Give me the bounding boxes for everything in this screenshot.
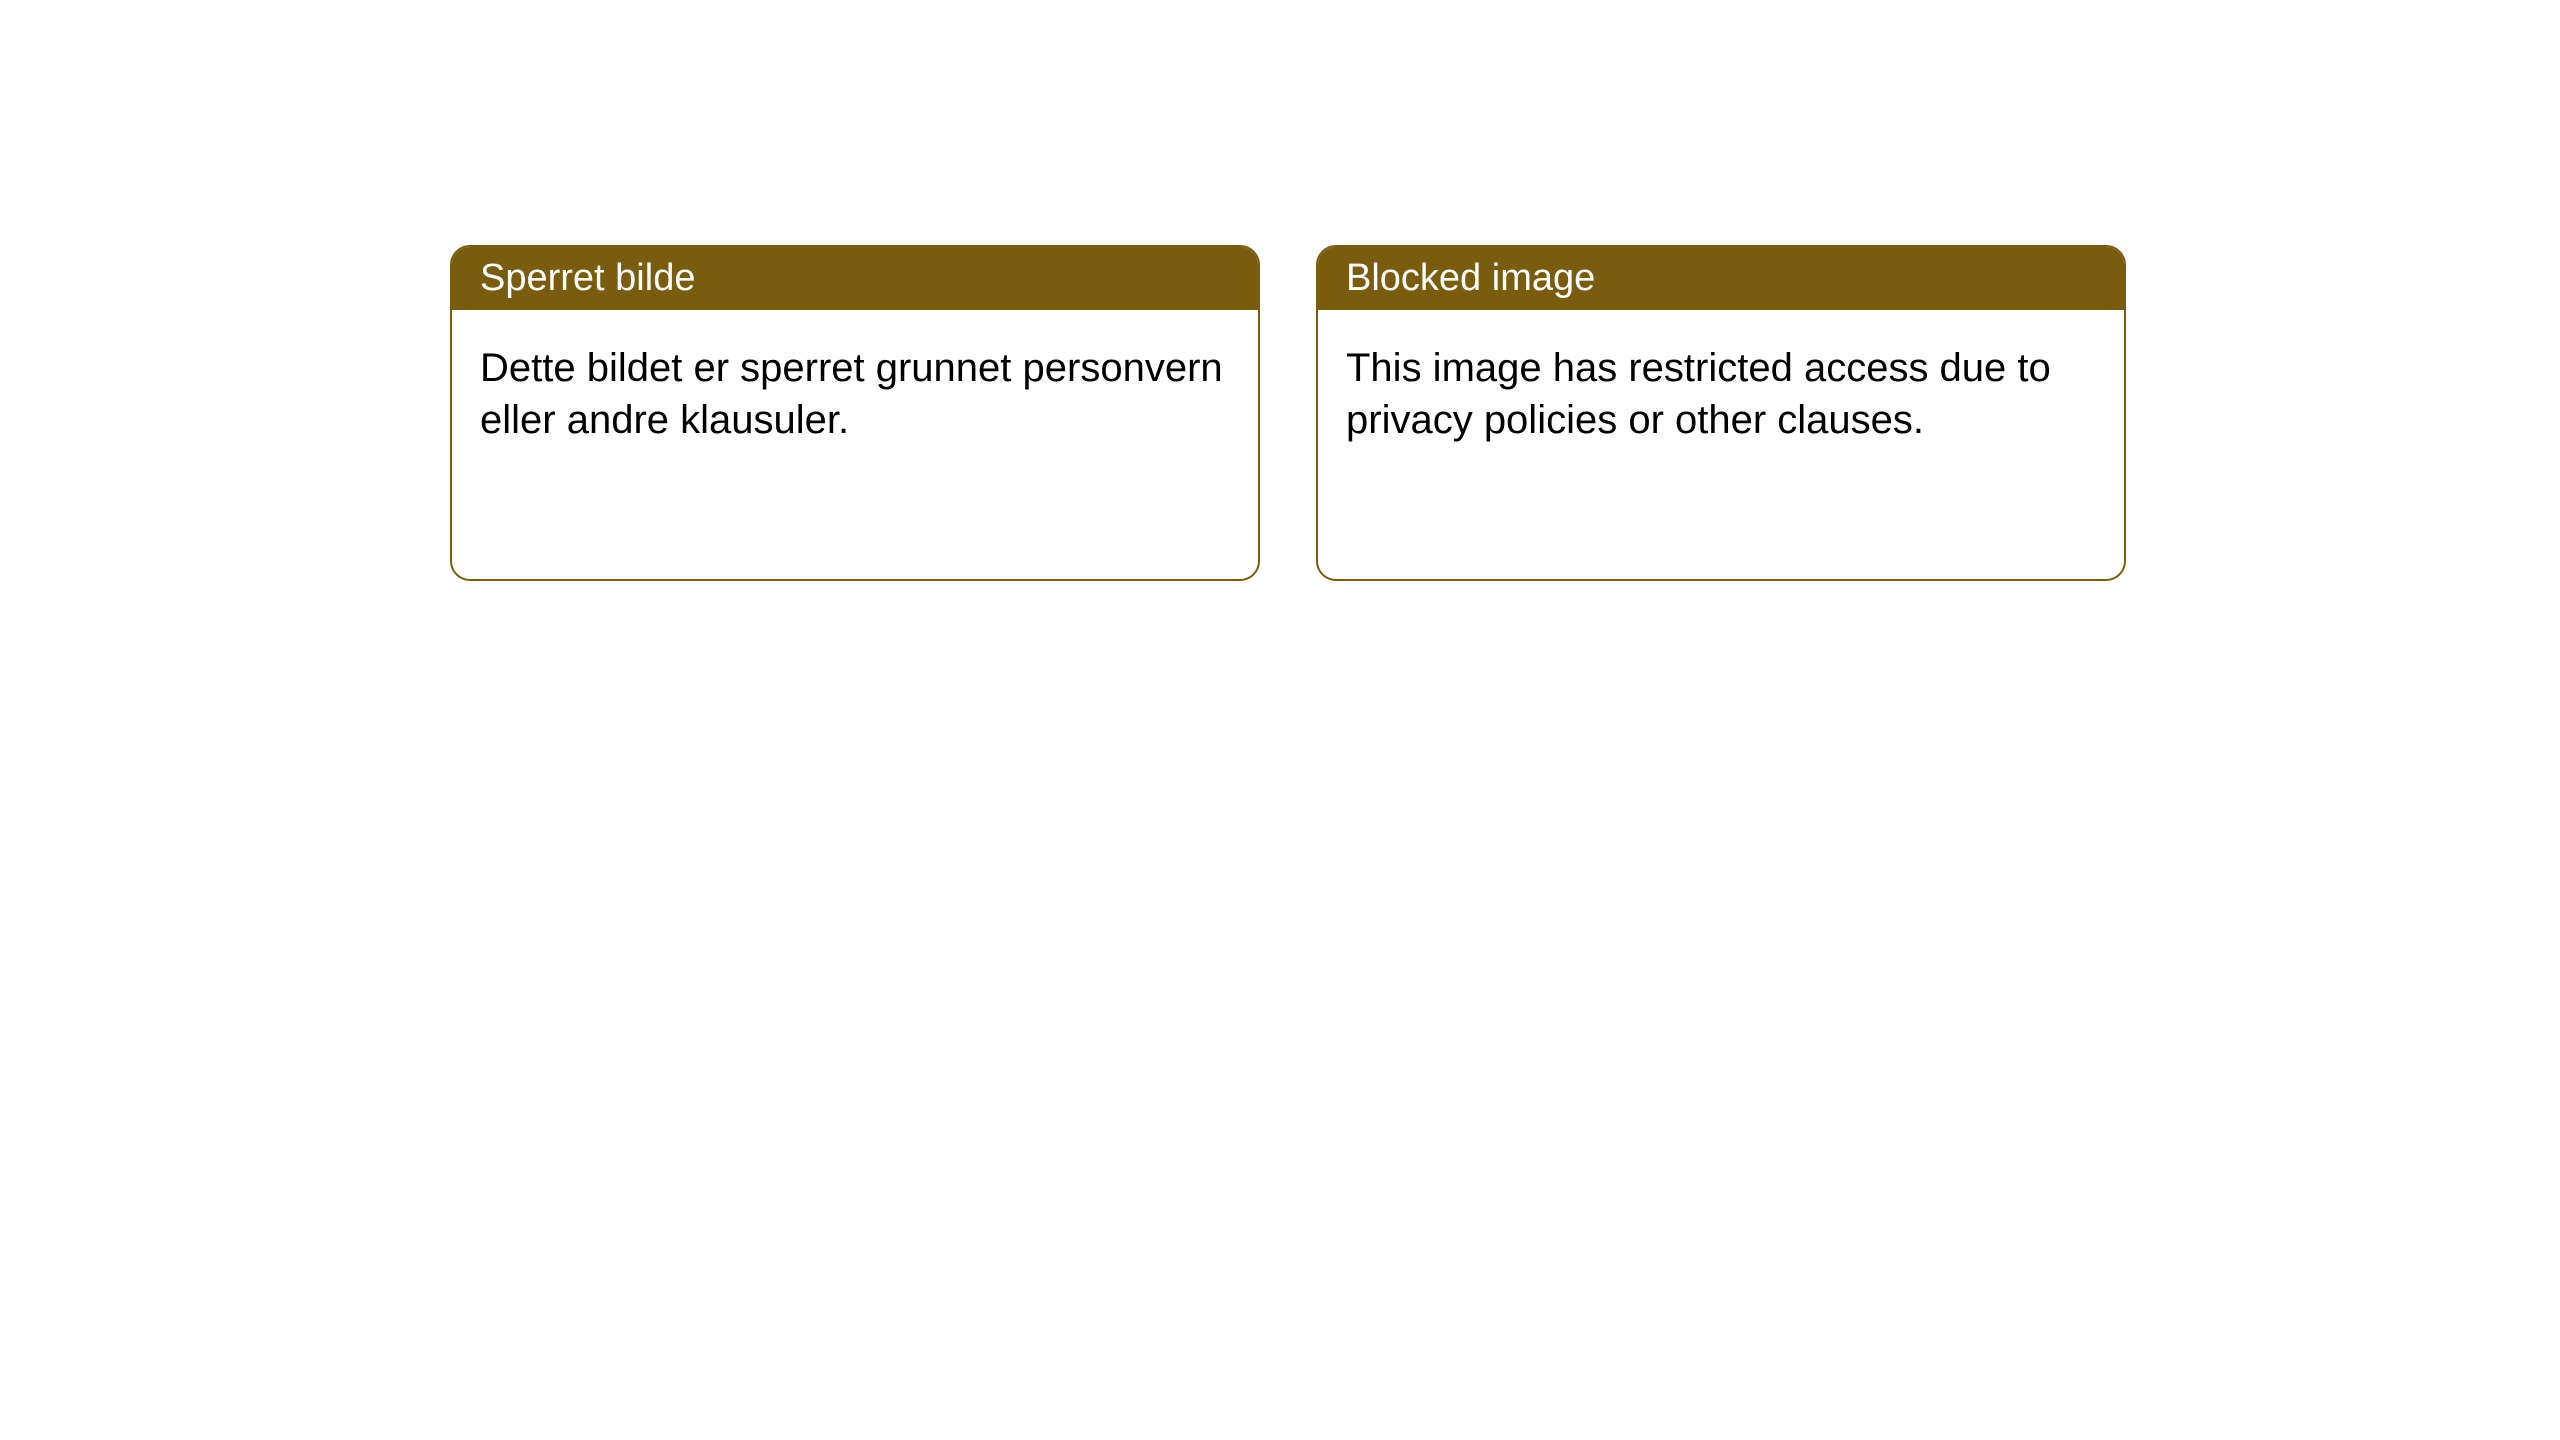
notice-card-english: Blocked image This image has restricted … bbox=[1316, 245, 2126, 581]
card-body-text: This image has restricted access due to … bbox=[1346, 346, 2051, 442]
notice-card-norwegian: Sperret bilde Dette bildet er sperret gr… bbox=[450, 245, 1260, 581]
card-body: This image has restricted access due to … bbox=[1318, 310, 2124, 478]
notice-container: Sperret bilde Dette bildet er sperret gr… bbox=[0, 0, 2560, 581]
card-header: Blocked image bbox=[1318, 247, 2124, 310]
card-title: Blocked image bbox=[1346, 257, 1595, 299]
card-header: Sperret bilde bbox=[452, 247, 1258, 310]
card-body: Dette bildet er sperret grunnet personve… bbox=[452, 310, 1258, 478]
card-title: Sperret bilde bbox=[480, 257, 695, 299]
card-body-text: Dette bildet er sperret grunnet personve… bbox=[480, 346, 1223, 442]
